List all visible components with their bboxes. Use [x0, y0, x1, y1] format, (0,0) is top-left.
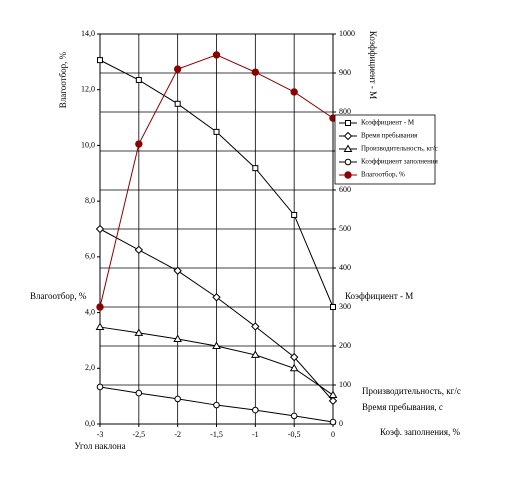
marker — [174, 395, 181, 403]
marker — [250, 350, 260, 358]
marker — [289, 352, 299, 362]
annotation: Время пребывания, с — [362, 402, 443, 412]
marker — [290, 88, 298, 96]
marker — [252, 165, 259, 172]
x-tick-label: -2,5 — [132, 430, 145, 439]
marker — [345, 120, 351, 126]
marker — [328, 390, 338, 399]
marker — [343, 131, 353, 141]
x-tick-label: 0 — [331, 430, 335, 439]
marker — [135, 77, 142, 84]
y-tick-label: 12,0 — [81, 85, 95, 94]
marker — [213, 401, 220, 409]
y-tick-label: 0,0 — [85, 419, 95, 428]
legend: Коэффициент - M Время пребывания Производи… — [334, 114, 439, 185]
marker — [251, 322, 260, 331]
x-tick-label: -2 — [174, 430, 181, 439]
legend-label: Производительность, кг/с — [361, 145, 438, 153]
marker — [212, 293, 221, 302]
marker — [173, 65, 182, 73]
marker — [343, 144, 353, 152]
legend-label: Влагоотбор, % — [361, 171, 405, 179]
y2-tick-label: 200 — [339, 341, 351, 350]
y2-tick-label: 300 — [339, 302, 351, 311]
marker — [344, 171, 352, 179]
marker — [251, 68, 260, 76]
y2-tick-label: 100 — [339, 380, 351, 389]
y-tick-label: 8,0 — [85, 196, 95, 205]
x-tick-label: -3 — [97, 430, 104, 439]
y-axis-title: Влагоотбор, % — [58, 51, 68, 108]
legend-label: Коэффициент - M — [361, 119, 415, 127]
marker — [212, 341, 221, 349]
marker — [329, 418, 337, 426]
marker — [252, 406, 259, 414]
y-tick-label: 10,0 — [81, 140, 95, 149]
marker — [134, 245, 144, 255]
marker — [344, 158, 352, 166]
y2-tick-label: 600 — [339, 185, 351, 194]
marker — [174, 100, 181, 107]
y-tick-label: 14,0 — [81, 29, 95, 38]
y2-tick-label: 900 — [339, 68, 351, 77]
marker — [135, 140, 143, 148]
marker — [290, 412, 298, 420]
y2-tick-label: 0 — [339, 419, 343, 428]
marker — [96, 383, 104, 391]
marker — [328, 396, 338, 406]
marker — [291, 211, 298, 218]
annotation: Влагоотбор, % — [30, 291, 87, 301]
marker — [97, 57, 103, 64]
annotation: Производительность, кг/с — [362, 386, 461, 396]
y-tick-label: 6,0 — [85, 252, 95, 261]
legend-label: Коэффициент заполнения — [361, 158, 439, 166]
y2-tick-label: 800 — [339, 107, 351, 116]
x-axis-title: Угол наклона — [74, 441, 125, 451]
marker — [213, 128, 220, 135]
x-tick-label: -1,5 — [210, 430, 223, 439]
marker — [330, 304, 336, 310]
y2-tick-label: 500 — [339, 224, 351, 233]
marker — [135, 389, 143, 397]
marker — [289, 363, 299, 372]
marker — [95, 322, 105, 331]
marker — [212, 51, 221, 59]
legend-label: Время пребывания — [361, 132, 418, 140]
y2-tick-label: 400 — [339, 263, 351, 272]
marker — [134, 328, 144, 336]
marker — [96, 303, 104, 311]
marker — [173, 334, 183, 343]
y-tick-label: 4,0 — [85, 307, 95, 316]
annotation: Коэф. заполнения, % — [380, 427, 461, 437]
marker — [173, 266, 182, 275]
x-tick-label: -1 — [252, 430, 259, 439]
y-tick-label: 2,0 — [85, 363, 95, 372]
y2-tick-label: 1000 — [339, 29, 355, 38]
marker — [95, 224, 105, 234]
y2-axis-title: Коэффициент - M — [368, 31, 378, 99]
x-tick-label: -0,5 — [288, 430, 301, 439]
annotation: Коэффициент - M — [345, 291, 413, 301]
